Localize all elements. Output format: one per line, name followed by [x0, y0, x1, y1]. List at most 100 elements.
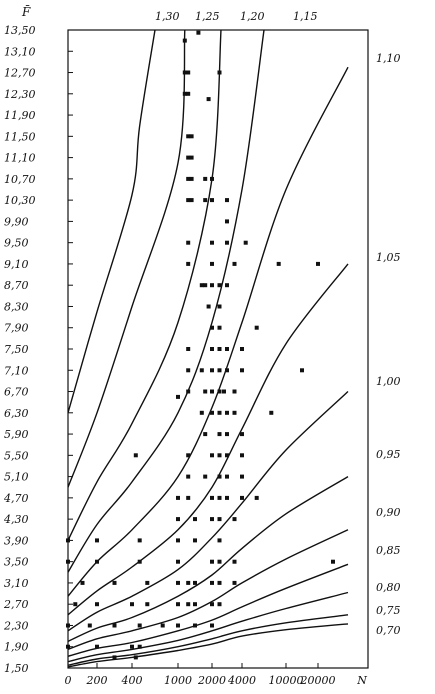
- data-point: [206, 97, 211, 102]
- curve-labels: 1,30 1,25 1,20 1,15 1,10 1,05 1,00 0,95 0,90 0,85…: [155, 10, 401, 637]
- y-tick-label: 7,10: [4, 364, 29, 377]
- data-point: [186, 453, 191, 458]
- data-point: [210, 410, 214, 415]
- curve-1-05: [68, 263, 349, 616]
- data-point: [130, 644, 134, 649]
- y-tick-label: 8,30: [4, 300, 29, 313]
- data-point: [232, 580, 237, 585]
- data-point: [112, 655, 117, 660]
- data-point: [137, 559, 142, 564]
- data-point: [225, 474, 229, 479]
- data-point: [210, 368, 214, 373]
- curve-0-90: [68, 529, 349, 651]
- data-point: [186, 134, 191, 139]
- curve-1-25: [68, 30, 186, 488]
- y-tick-label: 1,50: [4, 662, 29, 675]
- data-point: [199, 368, 204, 373]
- data-point: [189, 176, 194, 181]
- data-point: [80, 580, 85, 585]
- data-point: [217, 410, 222, 415]
- data-point: [225, 347, 229, 351]
- data-point: [186, 91, 191, 96]
- data-point: [210, 261, 214, 266]
- data-point: [217, 580, 222, 585]
- data-point: [254, 495, 259, 500]
- curve-1-15: [68, 30, 265, 573]
- data-point: [243, 240, 248, 245]
- data-point: [203, 389, 208, 394]
- curves: [68, 30, 349, 668]
- data-point: [232, 517, 237, 522]
- data-point: [300, 368, 304, 373]
- x-tick-label: 1000: [164, 674, 192, 687]
- y-tick-label: 12,70: [4, 67, 36, 80]
- x-tick-label: 400: [121, 674, 143, 687]
- data-point: [240, 432, 244, 437]
- y-tick-label: 13,50: [4, 24, 36, 37]
- data-point: [217, 517, 222, 522]
- data-point: [199, 410, 204, 415]
- data-point: [186, 176, 191, 181]
- data-point: [133, 453, 138, 458]
- data-point: [225, 453, 229, 458]
- curve-label: 0,70: [376, 624, 401, 637]
- y-tick-label: 11,90: [4, 109, 36, 122]
- data-point: [186, 495, 191, 500]
- data-point: [217, 495, 222, 500]
- data-point: [210, 389, 214, 394]
- data-point: [176, 394, 180, 399]
- data-point: [225, 283, 229, 288]
- y-tick-label: 2,30: [3, 619, 29, 632]
- data-point: [130, 602, 134, 607]
- y-tick-label: 8,70: [4, 279, 29, 292]
- data-point: [112, 623, 117, 628]
- data-point: [217, 325, 222, 330]
- data-point: [210, 325, 214, 330]
- data-point: [186, 347, 191, 351]
- x-tick-label: 200: [86, 674, 108, 687]
- curve-label: 1,00: [376, 375, 401, 388]
- x-tick-label: 2000: [197, 674, 226, 687]
- data-point: [137, 538, 142, 543]
- data-point: [95, 559, 99, 564]
- curve-label: 0,90: [376, 506, 401, 519]
- data-point: [217, 368, 222, 373]
- y-tick-label: 5,50: [4, 449, 29, 462]
- curve-1-20: [68, 30, 222, 541]
- data-point: [95, 644, 99, 649]
- data-point: [210, 623, 214, 628]
- y-tick-label: 6,70: [4, 386, 29, 399]
- y-tick-label: 11,50: [4, 130, 36, 143]
- data-point: [210, 580, 214, 585]
- y-tick-label: 10,30: [4, 194, 36, 207]
- data-point: [176, 517, 180, 522]
- data-point: [331, 559, 335, 564]
- data-point: [186, 155, 191, 160]
- data-point: [222, 389, 226, 394]
- data-point: [203, 432, 208, 437]
- data-point: [232, 410, 237, 415]
- data-point: [217, 347, 222, 351]
- data-point: [276, 261, 281, 266]
- curve-0-75: [68, 614, 349, 666]
- plot-frame: [67, 29, 369, 669]
- x-tick-label: 20000: [300, 674, 336, 687]
- data-point: [217, 304, 222, 309]
- data-point: [225, 368, 229, 373]
- data-point: [186, 261, 191, 266]
- y-tick-label: 4,30: [3, 513, 29, 526]
- curve-0-95: [68, 476, 349, 643]
- data-point: [225, 240, 229, 245]
- data-point: [240, 347, 244, 351]
- data-point: [210, 198, 214, 203]
- y-tick-label: 13,10: [4, 45, 36, 58]
- data-point: [217, 474, 222, 479]
- data-point: [225, 432, 229, 437]
- curve-0-85: [68, 563, 349, 657]
- data-point: [186, 389, 191, 394]
- y-tick-label: 6,30: [4, 407, 29, 420]
- y-tick-label: 10,70: [4, 173, 36, 186]
- x-tick-label: 0: [65, 674, 72, 687]
- y-tick-label: 3,50: [4, 556, 29, 569]
